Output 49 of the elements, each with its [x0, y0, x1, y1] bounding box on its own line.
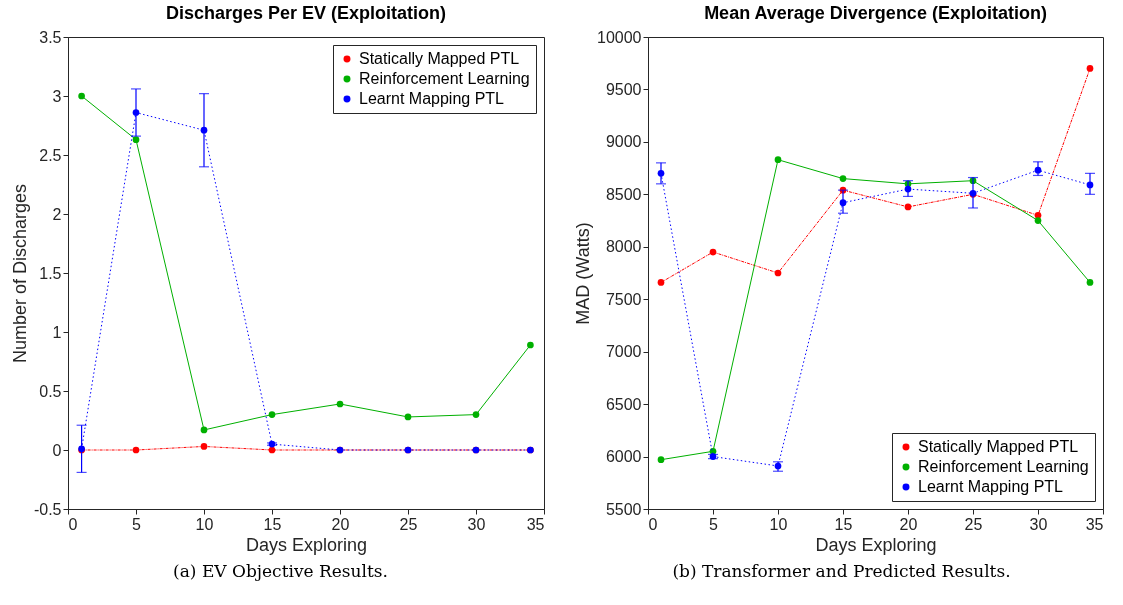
chart-title: Mean Average Divergence (Exploitation) — [704, 3, 1047, 23]
y-tick-label: 9500 — [605, 80, 642, 98]
y-tick-label: 3.5 — [39, 28, 62, 46]
legend-label: Learnt Mapping PTL — [359, 90, 505, 107]
legend-label: Statically Mapped PTL — [918, 438, 1079, 455]
y-tick-label: 0 — [52, 441, 62, 459]
x-tick-label: 35 — [1085, 515, 1104, 533]
y-tick-label: 8500 — [605, 185, 642, 203]
y-tick-label: 0.5 — [39, 382, 62, 400]
y-tick-label: 2.5 — [39, 146, 62, 164]
y-axis-title: MAD (Watts) — [573, 222, 594, 325]
y-axis-title: Number of Discharges — [9, 183, 30, 364]
text: (a) EV Objective Results. — [173, 561, 388, 581]
y-tick-label: 2 — [52, 205, 62, 223]
x-tick-label: 25 — [964, 515, 983, 533]
y-tick-label: 6000 — [605, 448, 642, 466]
x-tick-label: 20 — [331, 515, 350, 533]
y-tick-label: 1 — [52, 323, 62, 341]
legend-label: Statically Mapped PTL — [359, 50, 520, 67]
x-tick-label: 0 — [68, 515, 78, 533]
y-tick-label: 3 — [52, 87, 62, 105]
y-tick-label: 7500 — [605, 290, 642, 308]
y-tick-label: 6500 — [605, 395, 642, 413]
y-tick-label: 8000 — [605, 238, 642, 256]
x-tick-label: 15 — [263, 515, 282, 533]
text: (b) Transformer and Predicted Results. — [672, 561, 1011, 581]
x-tick-label: 35 — [526, 515, 545, 533]
x-tick-label: 15 — [834, 515, 853, 533]
x-tick-label: 10 — [195, 515, 214, 533]
x-tick-label: 5 — [709, 515, 719, 533]
chart-title: Discharges Per EV (Exploitation) — [165, 3, 447, 23]
x-tick-label: 0 — [648, 515, 658, 533]
y-tick-label: -0.5 — [33, 500, 62, 518]
x-tick-label: 10 — [769, 515, 788, 533]
legend-label: Reinforcement Learning — [918, 458, 1089, 475]
legend-label: Learnt Mapping PTL — [918, 478, 1064, 495]
x-axis-title: Days Exploring — [815, 534, 937, 555]
x-tick-label: 25 — [399, 515, 418, 533]
x-tick-label: 5 — [132, 515, 142, 533]
legend-label: Reinforcement Learning — [359, 70, 530, 87]
x-tick-label: 30 — [1029, 515, 1048, 533]
y-tick-label: 7000 — [605, 343, 642, 361]
x-tick-label: 30 — [467, 515, 486, 533]
y-tick-label: 5500 — [605, 500, 642, 518]
x-tick-label: 20 — [899, 515, 918, 533]
x-axis-title: Days Exploring — [245, 534, 368, 555]
y-tick-label: 9000 — [605, 133, 642, 151]
y-tick-label: 1.5 — [39, 264, 62, 282]
y-tick-label: 10000 — [597, 28, 642, 46]
